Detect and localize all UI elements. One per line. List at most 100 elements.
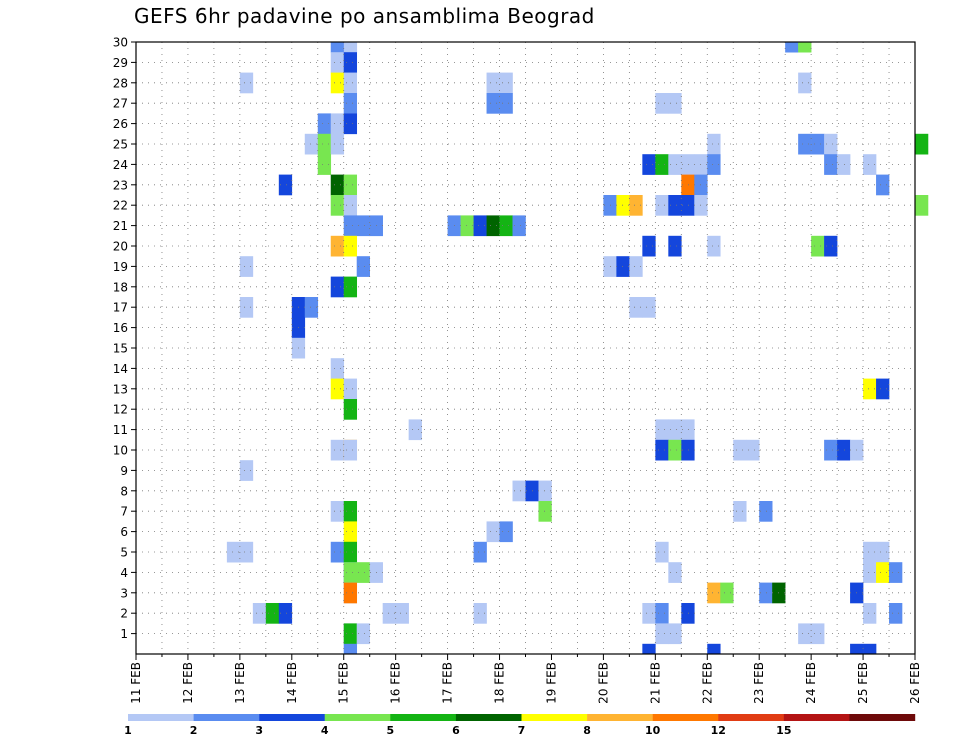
x-tick-label: 18 FEB <box>493 662 507 704</box>
data-cell <box>707 235 721 257</box>
data-cell <box>473 215 487 237</box>
legend-swatch <box>390 714 457 721</box>
data-cell <box>343 562 358 583</box>
y-tick-label: 14 <box>113 362 128 376</box>
legend-swatch <box>455 714 522 721</box>
grid-layer <box>136 42 915 654</box>
data-cell <box>837 154 851 175</box>
data-cell <box>642 235 656 257</box>
data-cell <box>343 52 358 73</box>
data-cell <box>915 133 929 155</box>
legend-label: 10 <box>645 724 661 737</box>
legend-swatch <box>521 714 588 721</box>
y-tick-label: 26 <box>113 117 128 131</box>
legend-label: 3 <box>255 724 263 737</box>
y-tick-label: 3 <box>120 586 128 600</box>
x-tick-label: 16 FEB <box>389 662 403 704</box>
data-cell <box>265 603 280 624</box>
data-cell <box>343 195 358 216</box>
data-cell <box>707 133 721 155</box>
data-cell <box>343 93 358 114</box>
y-tick-label: 9 <box>120 464 128 478</box>
data-cell <box>330 72 345 94</box>
data-cell <box>863 643 877 655</box>
data-cell <box>343 643 358 655</box>
legend-label: 2 <box>190 724 198 737</box>
data-cell <box>681 195 695 216</box>
x-tick-label: 13 FEB <box>233 662 247 704</box>
data-cell <box>642 297 656 318</box>
x-tick-label: 25 FEB <box>856 662 870 704</box>
data-cell <box>538 501 552 522</box>
y-tick-label: 17 <box>113 301 128 315</box>
data-cell <box>811 235 825 257</box>
chart-title: GEFS 6hr padavine po ansamblima Beograd <box>134 4 595 28</box>
x-tick-label: 19 FEB <box>544 662 558 704</box>
x-tick-label: 11 FEB <box>129 662 143 704</box>
data-cell <box>824 439 838 461</box>
data-cell <box>343 521 358 543</box>
data-cell <box>824 235 838 257</box>
data-cell <box>343 174 358 196</box>
data-cell <box>330 541 345 563</box>
y-tick-label: 11 <box>113 423 128 437</box>
data-cell <box>343 399 358 420</box>
data-cell <box>343 276 358 298</box>
y-tick-label: 1 <box>120 627 128 641</box>
data-cell <box>317 113 332 135</box>
data-cell <box>356 256 370 277</box>
x-tick-label: 14 FEB <box>285 662 299 704</box>
y-tick-label: 5 <box>120 546 128 560</box>
legend-label: 6 <box>452 724 460 737</box>
axis-layer: 1234567891011121314151617181920212223242… <box>113 36 922 704</box>
data-cell <box>681 419 695 441</box>
y-tick-label: 19 <box>113 260 128 274</box>
data-cell <box>343 378 358 400</box>
x-tick-label: 21 FEB <box>648 662 662 704</box>
y-tick-label: 18 <box>113 280 128 294</box>
y-tick-label: 8 <box>120 484 128 498</box>
data-cell <box>876 562 890 583</box>
legend-swatch <box>587 714 653 721</box>
y-tick-label: 25 <box>113 138 128 152</box>
data-cell <box>512 480 526 502</box>
legend-swatch <box>652 714 719 721</box>
legend-swatch <box>128 714 194 721</box>
x-tick-label: 22 FEB <box>700 662 714 704</box>
x-tick-label: 24 FEB <box>804 662 818 704</box>
data-cell <box>317 154 332 175</box>
data-cell <box>915 195 929 216</box>
data-cell <box>681 439 695 461</box>
data-cell <box>343 235 358 257</box>
legend-label: 15 <box>776 724 791 737</box>
data-cell <box>889 603 903 624</box>
data-cell <box>382 603 396 624</box>
y-tick-label: 22 <box>113 199 128 213</box>
data-cell <box>356 215 370 237</box>
data-cell <box>330 113 345 135</box>
data-cell <box>356 623 370 645</box>
data-cell <box>486 72 500 94</box>
y-tick-label: 6 <box>120 525 128 539</box>
cells-layer <box>226 42 929 655</box>
legend-label: 12 <box>711 724 726 737</box>
data-cell <box>798 42 812 53</box>
x-tick-label: 15 FEB <box>337 662 351 704</box>
data-cell <box>681 154 695 175</box>
data-cell <box>837 439 851 461</box>
data-cell <box>499 72 513 94</box>
data-cell <box>486 215 500 237</box>
data-cell <box>876 378 890 400</box>
data-cell <box>629 195 643 216</box>
data-cell <box>252 603 267 624</box>
y-tick-label: 30 <box>113 36 128 50</box>
data-cell <box>356 562 370 583</box>
data-cell <box>629 297 643 318</box>
data-cell <box>278 603 293 624</box>
data-cell <box>876 541 890 563</box>
data-cell <box>538 480 552 502</box>
legend-swatch <box>324 714 391 721</box>
y-tick-label: 20 <box>113 240 128 254</box>
legend-label: 1 <box>124 724 132 737</box>
data-cell <box>343 541 358 563</box>
